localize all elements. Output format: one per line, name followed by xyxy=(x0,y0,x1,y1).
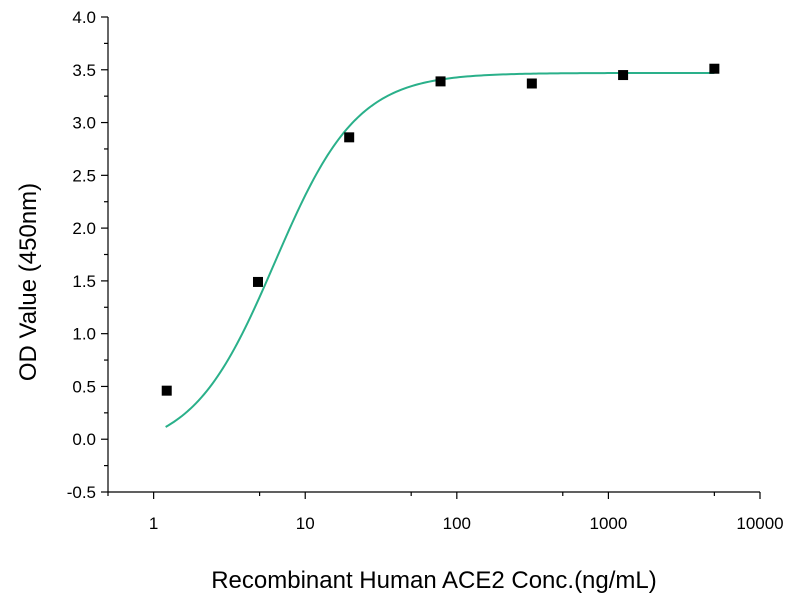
x-tick-label: 10000 xyxy=(736,514,783,533)
fit-curve-layer xyxy=(165,71,715,428)
y-tick-label: 1.5 xyxy=(72,272,96,291)
x-tick-label: 10 xyxy=(296,514,315,533)
y-tick-label: 3.5 xyxy=(72,61,96,80)
data-point xyxy=(618,70,629,81)
x-tick-label: 1000 xyxy=(589,514,627,533)
y-tick-label: -0.5 xyxy=(67,483,96,502)
data-point xyxy=(344,132,355,143)
data-point xyxy=(161,385,172,396)
y-tick-label: 2.5 xyxy=(72,166,96,185)
y-tick-label: 3.0 xyxy=(72,114,96,133)
fit-curve xyxy=(165,71,715,428)
axes: -0.5 0.0 0.5 1.0 1.5 2.0 2.5 3.0 3.5 4.0 1 10 100 100… xyxy=(67,8,784,533)
data-point xyxy=(709,63,720,74)
data-point xyxy=(435,76,446,87)
y-tick-label: 0.5 xyxy=(72,377,96,396)
data-points-layer xyxy=(161,63,720,396)
y-tick-label: 2.0 xyxy=(72,219,96,238)
y-axis-title: OD Value (450nm) xyxy=(15,183,42,381)
y-tick-label: 1.0 xyxy=(72,325,96,344)
data-point xyxy=(252,276,263,287)
y-tick-label: 4.0 xyxy=(72,8,96,27)
x-axis-title: Recombinant Human ACE2 Conc.(ng/mL) xyxy=(211,567,657,594)
x-tick-label: 100 xyxy=(443,514,471,533)
y-tick-label: 0.0 xyxy=(72,430,96,449)
x-tick-label: 1 xyxy=(149,514,158,533)
data-point xyxy=(526,78,537,89)
